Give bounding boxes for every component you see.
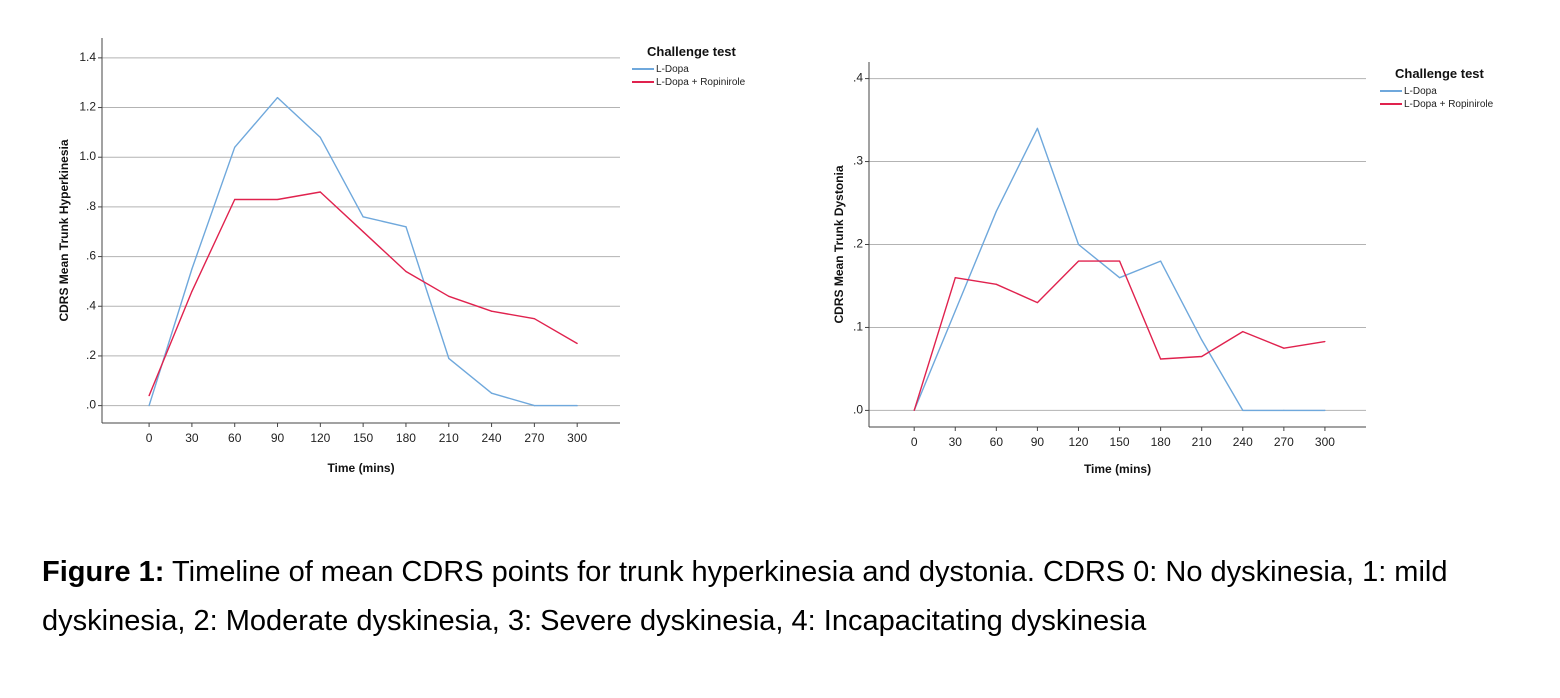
series-line-l-dopa	[913, 127, 1325, 412]
data-point	[1324, 409, 1326, 412]
x-tick-label: 0	[146, 431, 153, 445]
x-tick-label: 120	[1068, 435, 1088, 449]
y-tick-label: .6	[86, 249, 96, 263]
x-axis-title: Time (mins)	[327, 461, 394, 475]
data-point	[405, 270, 407, 273]
legend-title: Challenge test	[647, 44, 737, 59]
data-point	[191, 290, 193, 292]
x-tick-label: 150	[1110, 435, 1130, 449]
data-point	[191, 268, 193, 270]
data-point	[448, 357, 450, 360]
legend-entry: L-Dopa	[1404, 86, 1437, 97]
data-point	[1242, 409, 1244, 412]
x-tick-label: 270	[524, 431, 544, 445]
data-point	[1283, 409, 1285, 412]
data-point	[1077, 243, 1080, 246]
data-point	[276, 198, 279, 201]
x-tick-label: 300	[567, 431, 587, 445]
data-point	[533, 405, 535, 407]
data-point	[276, 97, 279, 99]
y-tick-label: .1	[853, 319, 863, 333]
data-point	[1077, 260, 1080, 262]
data-point	[1160, 358, 1162, 360]
hyperkinesia-chart: .0 .2 .4 .6 .8 1.0 1.2 1.4 0 30 60 90 120 150 180 210 24…	[57, 38, 746, 475]
x-tick-label: 60	[990, 435, 1004, 449]
data-point	[1118, 277, 1121, 279]
x-tick-label: 300	[1315, 435, 1335, 449]
data-point	[448, 295, 450, 297]
data-point	[1201, 339, 1203, 341]
y-tick-label: .2	[853, 237, 863, 251]
figure-caption-text: Timeline of mean CDRS points for trunk h…	[42, 556, 1448, 637]
data-point	[576, 405, 578, 407]
data-point	[148, 405, 150, 407]
x-tick-label: 30	[949, 435, 963, 449]
x-tick-label: 210	[1192, 435, 1212, 449]
data-point	[1283, 347, 1285, 349]
data-point	[1242, 331, 1244, 333]
data-point	[995, 283, 997, 285]
x-tick-label: 150	[353, 431, 373, 445]
x-tick-label: 180	[1151, 435, 1171, 449]
data-point	[1324, 340, 1326, 343]
data-point	[234, 198, 236, 201]
charts-canvas: .0 .2 .4 .6 .8 1.0 1.2 1.4 0 30 60 90 120 150 180 210 24…	[57, 38, 1494, 476]
x-axis-title: Time (mins)	[1084, 462, 1151, 476]
x-tick-label: 240	[482, 431, 502, 445]
data-point	[490, 392, 493, 394]
series-line-l-dopa	[148, 96, 578, 407]
data-point	[954, 310, 956, 312]
legend-entry: L-Dopa + Ropinirole	[656, 77, 746, 88]
data-point	[319, 191, 321, 193]
x-tick-label: 30	[185, 431, 199, 445]
data-point	[954, 277, 956, 279]
data-point	[533, 318, 535, 320]
y-tick-label: 1.2	[79, 100, 96, 114]
legend-entry: L-Dopa	[656, 64, 689, 75]
y-tick-label: .8	[86, 199, 96, 213]
y-axis-title: CDRS Mean Trunk Hyperkinesia	[57, 139, 71, 321]
y-tick-label: .0	[86, 398, 96, 412]
data-point	[490, 310, 493, 312]
x-tick-label: 240	[1233, 435, 1253, 449]
data-point	[362, 231, 364, 233]
data-point	[362, 216, 364, 218]
series-line-l-dopa-ropinirole	[913, 260, 1326, 411]
series-line-l-dopa-ropinirole	[148, 191, 578, 396]
data-point	[1036, 127, 1039, 129]
y-tick-label: .4	[86, 298, 96, 312]
y-tick-label: 1.0	[79, 149, 96, 163]
y-tick-label: 1.4	[79, 50, 96, 64]
y-tick-label: .4	[853, 71, 863, 85]
data-point	[1201, 355, 1203, 358]
y-tick-label: .2	[86, 348, 96, 362]
legend-entry: L-Dopa + Ropinirole	[1404, 99, 1494, 110]
data-point	[405, 226, 407, 228]
data-point	[234, 146, 236, 148]
x-tick-label: 60	[228, 431, 242, 445]
figure-caption-label: Figure 1:	[42, 556, 165, 588]
dystonia-chart: .0 .1 .2 .3 .4 0 30 60 90 120 150 180 210 240 270 300 Ti…	[832, 62, 1494, 476]
x-tick-label: 180	[396, 431, 416, 445]
data-point	[319, 136, 321, 138]
x-tick-label: 270	[1274, 435, 1294, 449]
legend-title: Challenge test	[1395, 66, 1485, 81]
data-point	[1160, 260, 1162, 262]
data-point	[576, 342, 578, 345]
y-axis-title: CDRS Mean Trunk Dystonia	[832, 165, 846, 323]
y-tick-label: .3	[853, 154, 863, 168]
data-point	[1118, 260, 1121, 262]
data-point	[1036, 301, 1039, 304]
data-point	[148, 395, 150, 397]
x-tick-label: 90	[1031, 435, 1045, 449]
data-point	[995, 210, 997, 212]
x-tick-label: 0	[911, 435, 918, 449]
x-tick-label: 210	[439, 431, 459, 445]
x-tick-label: 90	[271, 431, 285, 445]
figure-caption: Figure 1: Timeline of mean CDRS points f…	[42, 548, 1542, 646]
x-tick-label: 120	[310, 431, 330, 445]
y-tick-label: .0	[853, 402, 863, 416]
data-point	[913, 409, 915, 412]
